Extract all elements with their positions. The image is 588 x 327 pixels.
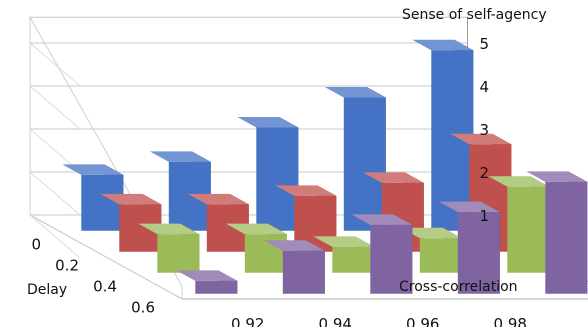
gridline [29,128,80,172]
bar-top [526,171,588,182]
bar-front [370,224,413,294]
bar [324,87,386,231]
z-tick-label: 4 [480,78,490,96]
bar-front [119,204,162,252]
bar-top [275,185,337,196]
bar [438,201,500,294]
gridline [29,85,80,129]
bar [62,164,124,231]
z-tick-label: 5 [480,35,490,53]
bar [351,214,413,294]
bar [138,223,200,273]
bar [187,193,249,252]
y-tick-label: 0.6 [131,299,155,317]
bar-front [419,238,462,273]
x-tick-label: 0.94 [319,315,352,327]
bar-front [195,280,238,294]
bar-top [263,240,325,251]
bar-top [149,151,211,162]
bar [263,240,325,294]
bar-top [176,270,238,281]
z-tick-label: 2 [480,164,490,182]
bar-front [282,250,325,294]
bar-front [507,186,550,273]
side-wall [29,15,183,300]
bar [100,193,162,252]
bar-front [457,212,500,294]
bar-front [168,161,211,231]
bar-top [100,193,162,205]
bar-front [343,97,386,231]
y-tick-label: 0 [31,236,41,254]
z-tick-label: 3 [480,121,490,139]
gridline [29,42,80,86]
bar-top [313,236,375,247]
bar [237,117,299,231]
bar-top [225,223,287,235]
bar-top [187,193,249,205]
bar [488,176,550,273]
gridline [29,171,80,215]
z-tick-label: 1 [480,207,490,225]
gridline [29,214,80,258]
bar-top [450,133,512,145]
x-tick-label: 0.96 [406,315,439,327]
bar-top [62,164,124,175]
bar-group [62,39,588,294]
x-tick-label: 0.98 [494,315,527,327]
y-tick-label: 0.4 [93,278,117,296]
bar [400,227,462,273]
z-axis-title: Sense of self-agency [402,7,547,23]
bar-top [412,39,474,51]
y-axis-title: Delay [27,282,67,298]
bar-top [438,201,500,213]
bar-front [157,234,200,273]
bar-front [256,127,299,231]
bar-top [351,214,413,225]
bar [526,171,588,294]
bar-top [362,172,424,183]
bar-front [545,181,588,294]
bar [275,185,337,252]
bar-front [81,174,124,231]
bar-top [488,176,550,187]
bar-front [431,50,474,231]
bar [176,270,238,294]
bar-top [324,87,386,98]
bar-top [138,223,200,235]
bar [149,151,211,231]
x-axis-title: Cross-correlation [399,279,518,295]
bar-front [206,204,249,252]
bar-front [244,234,287,273]
bar-front [332,246,375,273]
x-tick-label: 0.92 [231,315,264,327]
bar [313,236,375,273]
bar-top [237,117,299,128]
bar-top [400,227,462,239]
y-tick-label: 0.2 [55,257,79,275]
